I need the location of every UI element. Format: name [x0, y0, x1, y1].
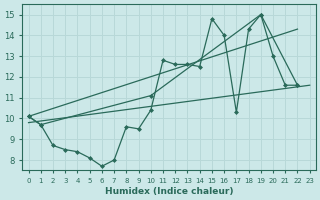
X-axis label: Humidex (Indice chaleur): Humidex (Indice chaleur) — [105, 187, 233, 196]
